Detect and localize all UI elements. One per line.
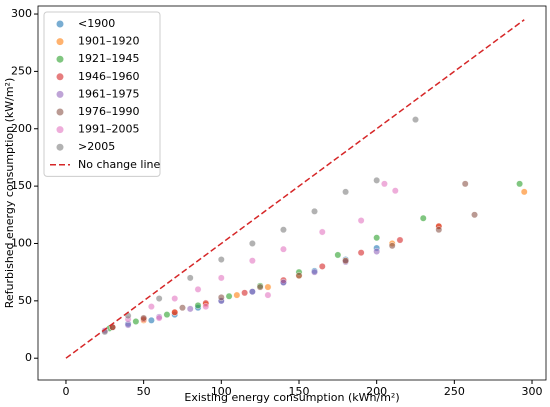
plot-frame bbox=[37, 5, 547, 381]
point bbox=[225, 292, 233, 300]
point bbox=[334, 251, 342, 259]
point bbox=[202, 303, 210, 310]
no-change-line bbox=[65, 19, 525, 359]
point bbox=[381, 180, 388, 188]
x-tick-label: 200 bbox=[366, 385, 387, 398]
point bbox=[148, 316, 155, 324]
point bbox=[311, 268, 318, 276]
point bbox=[280, 279, 287, 286]
legend-label: >2005 bbox=[78, 140, 115, 153]
point bbox=[186, 305, 194, 313]
point bbox=[217, 293, 225, 301]
point bbox=[471, 211, 478, 219]
point bbox=[391, 187, 399, 195]
point bbox=[194, 285, 202, 293]
legend-marker bbox=[56, 38, 64, 46]
y-axis-label: Refurbished energy consumption (kW/m²) bbox=[3, 78, 16, 308]
point bbox=[318, 228, 326, 236]
y-tick-label: 0 bbox=[25, 351, 32, 364]
point bbox=[435, 226, 443, 234]
legend-label: <1900 bbox=[78, 17, 115, 30]
point bbox=[155, 295, 163, 302]
point bbox=[179, 304, 186, 312]
point bbox=[186, 274, 194, 282]
point bbox=[311, 207, 318, 215]
y-tick-label: 200 bbox=[11, 122, 32, 135]
point bbox=[194, 302, 202, 309]
point bbox=[520, 188, 528, 196]
point bbox=[171, 295, 179, 302]
legend-label: 1946–1960 bbox=[78, 70, 140, 83]
x-tick-label: 100 bbox=[211, 385, 232, 398]
x-tick-label: 250 bbox=[444, 385, 465, 398]
point bbox=[295, 272, 303, 280]
point bbox=[461, 180, 469, 188]
point bbox=[342, 257, 349, 265]
point bbox=[357, 249, 365, 257]
point bbox=[248, 288, 256, 296]
point bbox=[516, 180, 523, 188]
point bbox=[318, 263, 326, 270]
y-tick-label: 250 bbox=[11, 64, 32, 77]
point bbox=[217, 274, 225, 282]
legend-label: 1901–1920 bbox=[78, 35, 140, 48]
point bbox=[132, 318, 140, 325]
point bbox=[171, 308, 179, 316]
x-axis-label: Existing energy consumption (kWh/m²) bbox=[184, 391, 399, 404]
y-tick-label: 50 bbox=[18, 294, 32, 307]
legend-label: 1991–2005 bbox=[78, 123, 140, 136]
legend-label: 1976–1990 bbox=[78, 105, 140, 118]
point bbox=[280, 226, 287, 234]
point bbox=[419, 214, 427, 222]
legend-label: 1921–1945 bbox=[78, 52, 140, 65]
x-tick-label: 50 bbox=[137, 385, 151, 398]
legend-box bbox=[43, 11, 161, 177]
point bbox=[373, 234, 381, 242]
point bbox=[280, 245, 287, 253]
point bbox=[140, 314, 148, 322]
x-tick-label: 0 bbox=[62, 385, 69, 398]
legend-marker bbox=[56, 90, 64, 98]
legend-label: No change line bbox=[78, 158, 161, 171]
legend-marker bbox=[56, 108, 64, 116]
legend-marker bbox=[56, 143, 64, 151]
legend-marker bbox=[56, 20, 64, 28]
point bbox=[357, 217, 365, 224]
point bbox=[163, 311, 171, 319]
point bbox=[248, 240, 256, 247]
point bbox=[264, 291, 272, 299]
point bbox=[256, 283, 264, 291]
point bbox=[241, 289, 249, 297]
legend-marker bbox=[56, 55, 64, 63]
point bbox=[373, 176, 381, 184]
point bbox=[248, 257, 256, 265]
y-tick-label: 100 bbox=[11, 236, 32, 249]
point bbox=[233, 291, 241, 299]
point bbox=[124, 321, 132, 329]
point bbox=[388, 242, 396, 250]
point bbox=[342, 188, 349, 196]
legend-label: 1961–1975 bbox=[78, 87, 140, 100]
point bbox=[373, 248, 381, 255]
x-tick-label: 150 bbox=[288, 385, 309, 398]
point bbox=[264, 283, 272, 291]
y-tick-label: 150 bbox=[11, 179, 32, 192]
y-tick-label: 300 bbox=[11, 7, 32, 20]
point bbox=[396, 236, 404, 244]
legend-marker bbox=[56, 126, 64, 134]
point bbox=[148, 303, 155, 310]
point bbox=[412, 116, 419, 123]
point bbox=[155, 314, 163, 322]
legend-marker bbox=[56, 73, 64, 81]
x-tick-label: 300 bbox=[522, 385, 543, 398]
point bbox=[217, 256, 225, 263]
